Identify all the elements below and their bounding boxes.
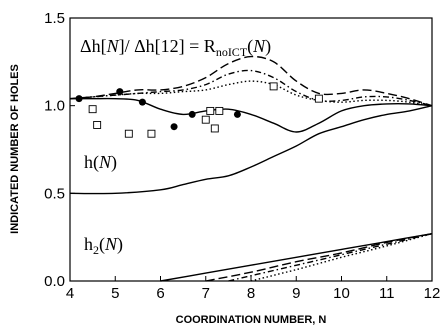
- series-line-5-solid: [69, 105, 433, 195]
- y-tick-label: 1.5: [44, 10, 65, 27]
- tick-labels: 4 5 6 7 8 9 10 11 12 0.0 0.5 1.0 1.5: [44, 10, 440, 302]
- data-point-open-square: [93, 121, 102, 129]
- y-tick-label: 1.0: [44, 98, 65, 115]
- data-point-open-square: [88, 105, 97, 114]
- plot-frame: [69, 17, 433, 282]
- data-point-open-square: [201, 115, 210, 124]
- data-point-open-square: [215, 106, 224, 115]
- data-point-open-square: [147, 129, 156, 138]
- y-tick-label: 0.5: [44, 185, 65, 202]
- x-tick-label: 10: [333, 285, 350, 302]
- y-tick-label: 0.0: [44, 273, 65, 290]
- data-point-filled-circle: [170, 123, 178, 131]
- data-point-filled-circle: [75, 95, 83, 103]
- data-point-open-square: [210, 124, 219, 133]
- data-point-open-square: [124, 129, 133, 138]
- series-line-1-solid: [70, 97, 433, 133]
- x-tick-label: 12: [424, 285, 441, 302]
- data-point-filled-circle: [116, 88, 124, 96]
- x-axis-title: COORDINATION NUMBER, N: [176, 314, 327, 326]
- series-line-8-dash-dot: [228, 233, 433, 282]
- series-line-9-dotted: [250, 233, 433, 282]
- x-tick-label: 7: [202, 285, 210, 302]
- series-line-7-long-dash: [205, 233, 433, 282]
- data-point-filled-circle: [138, 98, 146, 106]
- series-line-3-dash-dot: [69, 69, 433, 107]
- ticks: [69, 17, 433, 282]
- x-tick-label: 11: [379, 285, 395, 302]
- data-point-filled-circle: [188, 110, 196, 118]
- series-line-4-dotted: [69, 80, 433, 107]
- x-tick-label: 8: [247, 285, 255, 302]
- data-point-open-square: [314, 94, 323, 103]
- annotation-h2: h2(N): [84, 234, 123, 257]
- series-line-6-solid: [160, 233, 433, 282]
- data-point-open-square: [206, 106, 215, 115]
- y-axis-title: INDICATED NUMBER OF HOLES: [9, 64, 21, 234]
- x-tick-label: 6: [156, 285, 164, 302]
- markers-group: [75, 82, 323, 138]
- x-tick-label: 9: [292, 285, 300, 302]
- annotation-ratio: Δh[N]/ Δh[12] = RnoICT(N): [80, 36, 271, 59]
- data-point-filled-circle: [233, 110, 241, 118]
- data-point-open-square: [269, 82, 278, 91]
- series-group: [69, 55, 433, 282]
- annotation-h: h(N): [84, 152, 117, 173]
- x-tick-label: 4: [66, 285, 74, 302]
- series-line-2-long-dash: [69, 55, 433, 107]
- x-tick-label: 5: [111, 285, 119, 302]
